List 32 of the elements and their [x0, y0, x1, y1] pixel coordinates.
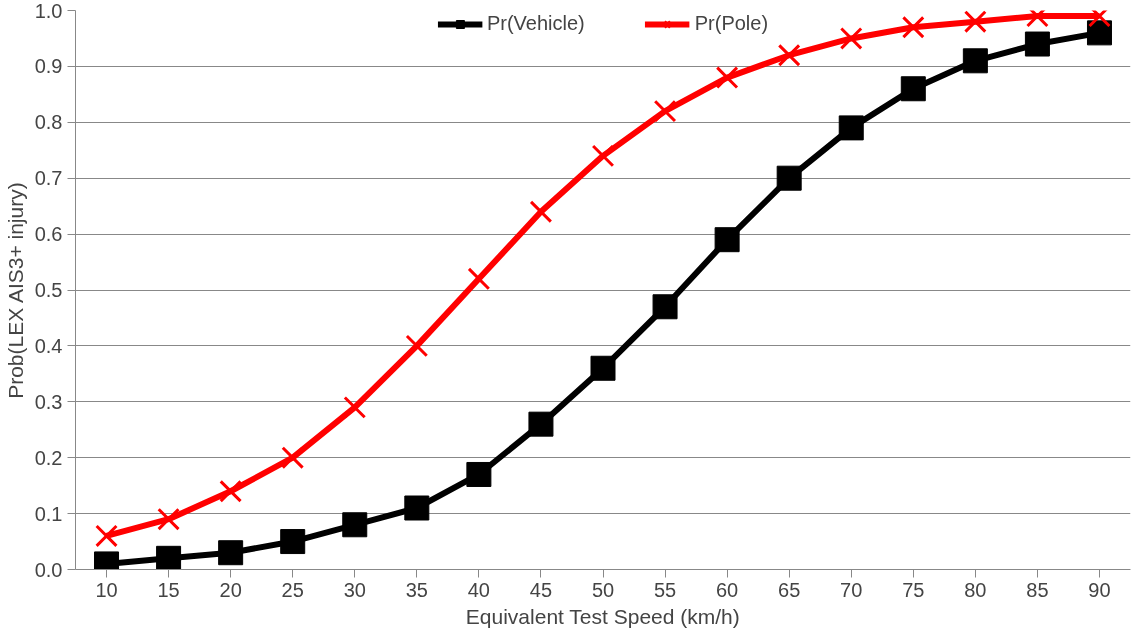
y-tick-label: 0.8	[34, 111, 63, 134]
y-tick-label: 0.9	[34, 55, 63, 78]
x-tick-label: 30	[343, 578, 366, 601]
y-axis-title: Prob(LEX AIS3+ injury)	[3, 182, 27, 399]
y-tick-label: 0.3	[34, 390, 63, 413]
x-tick-label: 75	[902, 578, 925, 601]
y-tick-label: 0.0	[34, 558, 63, 581]
legend-label: Pr(Pole)	[694, 12, 769, 35]
x-tick-label: 85	[1026, 578, 1049, 601]
y-tick-label: 0.4	[34, 334, 63, 357]
x-tick-label: 50	[591, 578, 615, 601]
x-tick-label: 80	[964, 578, 987, 601]
x-tick-label: 55	[653, 578, 677, 601]
x-tick-label: 70	[840, 578, 863, 601]
x-tick-label: 15	[157, 578, 180, 601]
y-tick-label: 0.7	[34, 167, 63, 190]
y-tick-label: 0.5	[34, 279, 63, 301]
y-tick-label: 0.1	[34, 502, 63, 525]
x-tick-label: 35	[405, 578, 428, 601]
x-tick-label: 45	[529, 578, 553, 601]
x-tick-label: 60	[715, 578, 739, 601]
x-tick-label: 20	[219, 578, 242, 601]
x-tick-label: 65	[778, 578, 801, 601]
y-tick-label: 0.2	[34, 446, 63, 469]
x-tick-label: 40	[467, 578, 491, 601]
y-tick-label: 1.0	[34, 0, 63, 22]
x-axis-title: Equivalent Test Speed (km/h)	[465, 604, 740, 628]
x-tick-label: 90	[1088, 578, 1111, 601]
x-tick-label: 25	[281, 578, 304, 601]
legend-label: Pr(Vehicle)	[486, 12, 585, 35]
x-tick-label: 10	[95, 578, 118, 601]
y-tick-label: 0.6	[34, 223, 63, 246]
